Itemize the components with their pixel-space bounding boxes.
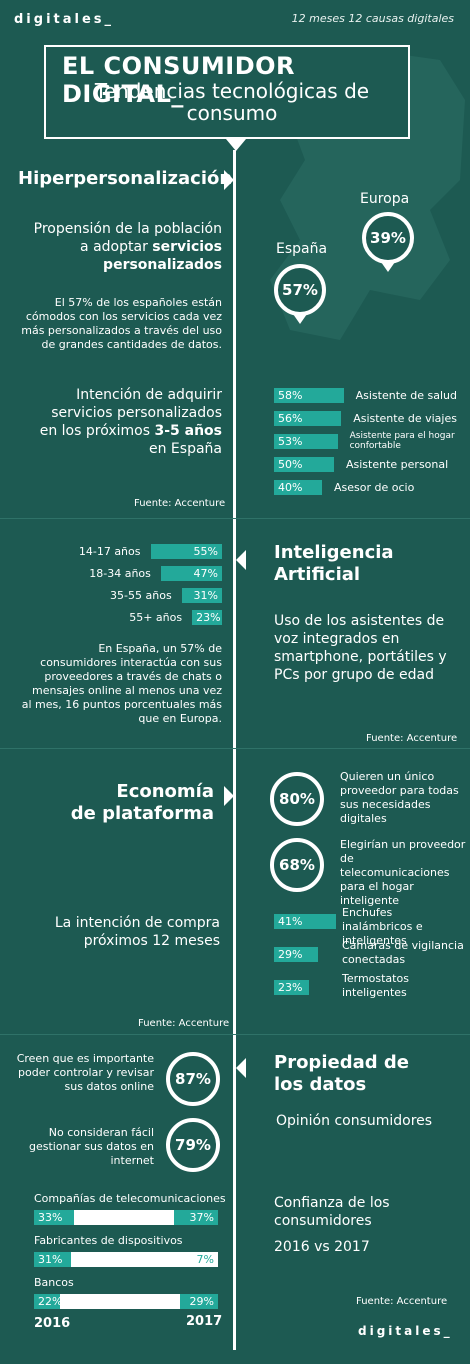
- trust-bar-2016: 33%: [34, 1210, 74, 1225]
- year-b-label: 2017: [186, 1314, 223, 1329]
- title-box: [44, 45, 410, 139]
- age-label: 14-17 años: [78, 545, 141, 558]
- propension-text: Propensión de la población a adoptar ser…: [33, 221, 222, 273]
- bar-label: Enchufes inalámbricos e inteligentes: [342, 906, 423, 947]
- bar-label: Asistente para el hogar confortable: [349, 431, 455, 451]
- age-bar: 31%: [181, 588, 222, 603]
- header-brand: digitales_: [14, 12, 115, 27]
- age-bar: 23%: [192, 610, 222, 625]
- bar-segment: 53%: [274, 434, 338, 449]
- ia-description: Uso de los asistentes de voz integrados …: [274, 613, 447, 683]
- age-bar: 55%: [150, 544, 222, 559]
- divider: [0, 1034, 470, 1035]
- s1-paragraph: El 57% de los españoles están cómodos co…: [21, 296, 222, 351]
- trust-row-label: Fabricantes de dispositivos: [34, 1234, 183, 1247]
- europa-ring: 39%: [362, 212, 414, 264]
- page-title: EL CONSUMIDOR DIGITAL_: [62, 52, 296, 108]
- opinion-label: Opinión consumidores: [276, 1113, 433, 1129]
- divider: [0, 748, 470, 749]
- bar-segment: 40%: [274, 480, 322, 495]
- section-marker: [236, 1058, 246, 1078]
- year-a-label: 2016: [34, 1316, 71, 1331]
- europa-pin-icon: [381, 262, 395, 272]
- trust-bar-track: [34, 1252, 218, 1267]
- bar-segment: 50%: [274, 457, 334, 472]
- espana-ring: 57%: [274, 264, 326, 316]
- bar-label: Asistente de salud: [355, 389, 457, 402]
- section-marker: [236, 550, 246, 570]
- ring-87-text: Creen que es importante poder controlar …: [16, 1052, 154, 1093]
- section-title-ia: Inteligencia Artificial: [274, 542, 394, 585]
- bar-segment: 58%: [274, 388, 344, 403]
- ring-80: 80%: [270, 772, 324, 826]
- ring-79-text: No consideran fácil gestionar sus datos …: [29, 1126, 154, 1167]
- age-label: 18-34 años: [89, 567, 151, 580]
- confianza-label: Confianza de los consumidores: [274, 1195, 390, 1229]
- section-marker: [224, 786, 234, 806]
- s2-paragraph: En España, un 57% de consumidores intera…: [21, 642, 222, 725]
- trust-bar-track: [34, 1294, 218, 1309]
- timeline-line: [233, 150, 236, 1350]
- espana-label: España: [276, 241, 328, 257]
- section-title-hiperpersonalizacion: Hiperpersonalización: [18, 168, 233, 189]
- footer-brand: digitales_: [358, 1324, 453, 1338]
- page-subtitle: Tendencias tecnológicas de consumo: [94, 79, 370, 125]
- header-tagline: 12 meses 12 causas digitales: [291, 12, 454, 25]
- trust-row-label: Compañías de telecomunicaciones: [34, 1192, 226, 1205]
- bar-label: Asistente personal: [346, 458, 449, 471]
- bar-label: Cámaras de vigilancia conectadas: [342, 939, 464, 966]
- trust-row-label: Bancos: [34, 1276, 74, 1289]
- years-title: 2016 vs 2017: [274, 1239, 370, 1255]
- age-bar: 47%: [160, 566, 222, 581]
- section-title-datos: Propiedad de los datos: [274, 1052, 409, 1095]
- bar-segment: 56%: [274, 411, 342, 426]
- age-label: 55+ años: [129, 611, 183, 624]
- ring-80-text: Quieren un único proveedor para todas su…: [340, 770, 459, 825]
- trust-bar-2017: 7%: [196, 1253, 214, 1266]
- title-pointer: [226, 139, 246, 151]
- espana-pin-icon: [293, 314, 307, 324]
- trust-bar-2017: 29%: [180, 1294, 218, 1309]
- section-marker: [224, 170, 234, 190]
- bar-segment: 29%: [274, 947, 318, 962]
- ring-68-text: Elegirían un proveedor de telecomunicaci…: [340, 838, 466, 907]
- europa-label: Europa: [360, 191, 410, 207]
- s4-source: Fuente: Accenture: [356, 1296, 448, 1307]
- bar-segment: 23%: [274, 980, 309, 995]
- bar-label: Asistente de viajes: [353, 412, 457, 425]
- ring-68: 68%: [270, 838, 324, 892]
- trust-bar-2017: 37%: [173, 1210, 218, 1225]
- s1-source: Fuente: Accenture: [134, 498, 226, 509]
- ring-87: 87%: [166, 1052, 220, 1106]
- bar-label: Termostatos inteligentes: [342, 972, 409, 999]
- trust-bar-track: [34, 1210, 218, 1225]
- s2-source: Fuente: Accenture: [366, 733, 458, 744]
- s3-source: Fuente: Accenture: [138, 1018, 230, 1029]
- age-label: 35-55 años: [110, 589, 172, 602]
- bar-label: Asesor de ocio: [334, 481, 415, 494]
- intencion-text: Intención de adquirir servicios personal…: [39, 387, 222, 457]
- section-title-economia: Economía de plataforma: [70, 781, 214, 824]
- trust-bar-2016: 22%: [34, 1294, 62, 1309]
- divider: [0, 518, 470, 519]
- compra-text: La intención de compra próximos 12 meses: [54, 915, 220, 949]
- ring-79: 79%: [166, 1118, 220, 1172]
- trust-bar-2016: 31%: [34, 1252, 72, 1267]
- bar-segment: 41%: [274, 914, 336, 929]
